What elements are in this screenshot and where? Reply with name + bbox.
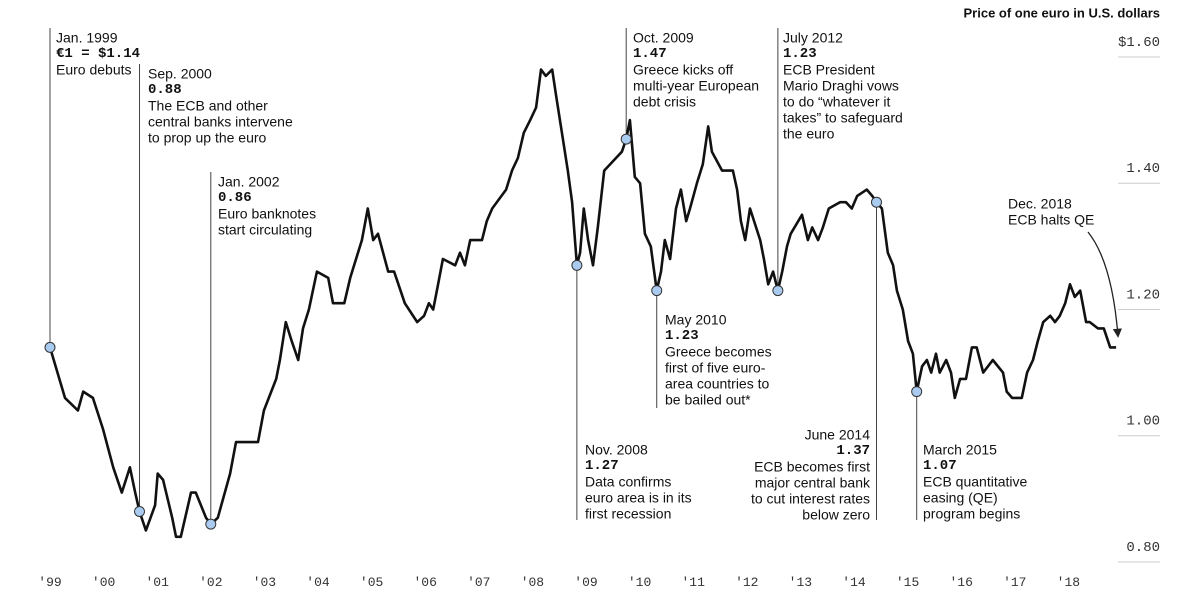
price-line: [48, 68, 1117, 539]
event-date: Jan. 2002: [218, 173, 280, 189]
event-text: first of five euro-: [665, 359, 766, 375]
event-value: 0.86: [218, 190, 252, 206]
x-tick-label: '12: [735, 575, 758, 590]
event-value: 1.07: [923, 458, 957, 474]
event-dot: [134, 506, 146, 517]
x-tick-label: '08: [521, 575, 544, 590]
event-text: euro area is in its: [585, 489, 692, 505]
x-tick-label: '01: [145, 575, 169, 590]
x-tick-label: '11: [681, 575, 705, 590]
y-tick-label: 0.80: [1126, 540, 1160, 556]
event-value: 1.23: [665, 328, 699, 344]
event-date: July 2012: [783, 29, 843, 45]
x-tick-label: '17: [1003, 575, 1026, 590]
x-tick-label: '15: [896, 575, 919, 590]
event-text: The ECB and other: [148, 97, 268, 113]
event-value: 1.37: [836, 443, 870, 459]
event-date: Sep. 2000: [148, 65, 212, 81]
event-text: below zero: [802, 506, 870, 522]
event-text: easing (QE): [923, 489, 998, 505]
x-tick-label: '14: [842, 575, 866, 590]
x-tick-label: '02: [199, 575, 222, 590]
event-text: central banks intervene: [148, 113, 293, 129]
x-tick-label: '04: [306, 575, 330, 590]
event-date: March 2015: [923, 441, 997, 457]
event-date: Oct. 2009: [633, 29, 694, 45]
event-text: Greece becomes: [665, 343, 772, 359]
event-value: 1.47: [633, 46, 667, 62]
event-dot: [870, 196, 882, 208]
event-text: major central bank: [755, 474, 871, 490]
event-text: debt crisis: [633, 93, 696, 109]
event-text: to cut interest rates: [751, 490, 870, 506]
event-text: Data confirms: [585, 473, 671, 489]
event-date: May 2010: [665, 311, 727, 327]
x-tick-label: '13: [789, 575, 812, 590]
chart-title: Price of one euro in U.S. dollars: [964, 6, 1161, 21]
event-text: Euro banknotes: [218, 205, 316, 221]
event-text: the euro: [783, 125, 835, 141]
event-text: area countries to: [665, 375, 769, 391]
event-dot: [651, 285, 663, 297]
event-dot: [44, 341, 56, 353]
event-text: ECB quantitative: [923, 473, 1027, 489]
x-tick-label: '99: [38, 575, 61, 590]
event-value: 1.27: [585, 458, 619, 474]
note-arrow: [1087, 231, 1122, 338]
event-dot: [911, 386, 923, 398]
y-tick-label: $1.60: [1118, 35, 1160, 51]
note-text: ECB halts QE: [1008, 211, 1094, 227]
event-dot: [205, 518, 217, 530]
y-tick-label: 1.00: [1126, 414, 1160, 430]
event-text: start circulating: [218, 221, 312, 237]
event-dot: [571, 259, 583, 271]
y-tick-label: 1.20: [1126, 287, 1160, 303]
event-date: June 2014: [805, 426, 871, 442]
event-dot: [772, 285, 784, 297]
event-text: ECB President: [783, 61, 875, 77]
x-tick-label: '03: [253, 575, 276, 590]
event-text: Euro debuts: [56, 61, 132, 77]
event-text: takes” to safeguard: [783, 109, 903, 125]
event-text: to do “whatever it: [783, 93, 890, 109]
event-date: Jan. 1999: [56, 29, 118, 45]
event-dot: [620, 133, 632, 145]
event-value: 1.23: [783, 46, 817, 62]
x-tick-label: '00: [92, 575, 115, 590]
event-text: ECB becomes first: [754, 458, 870, 474]
x-tick-label: '07: [467, 575, 490, 590]
event-value: 0.88: [148, 82, 182, 98]
event-text: Greece kicks off: [633, 61, 733, 77]
event-text: Mario Draghi vows: [783, 77, 899, 93]
x-tick-label: '16: [949, 575, 972, 590]
note-text: Dec. 2018: [1008, 195, 1072, 211]
x-tick-label: '06: [413, 575, 436, 590]
event-text: to prop up the euro: [148, 129, 267, 145]
event-text: multi-year European: [633, 77, 759, 93]
x-tick-label: '09: [574, 575, 597, 590]
x-tick-label: '18: [1057, 575, 1080, 590]
event-date: Nov. 2008: [585, 441, 648, 457]
event-text: program begins: [923, 505, 1020, 521]
x-tick-label: '05: [360, 575, 383, 590]
event-value: €1 = $1.14: [56, 46, 140, 62]
event-text: first recession: [585, 505, 671, 521]
y-tick-label: 1.40: [1126, 161, 1160, 177]
x-tick-label: '10: [628, 575, 651, 590]
event-text: be bailed out*: [665, 391, 751, 407]
